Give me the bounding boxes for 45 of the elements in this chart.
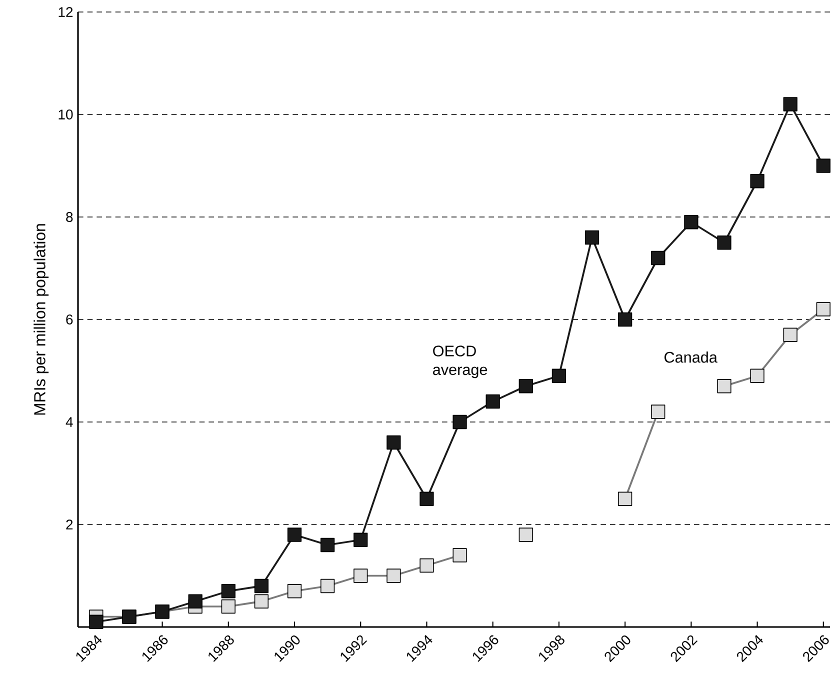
point bbox=[651, 404, 666, 419]
point bbox=[584, 230, 600, 245]
y-tick-label: 6 bbox=[66, 314, 73, 324]
point bbox=[816, 158, 830, 173]
point bbox=[89, 614, 104, 629]
point bbox=[783, 328, 798, 342]
point bbox=[452, 548, 467, 562]
point bbox=[750, 368, 764, 383]
point bbox=[684, 215, 698, 230]
point bbox=[518, 528, 533, 542]
point bbox=[717, 236, 732, 250]
series-label: OECD average bbox=[433, 346, 488, 378]
point bbox=[552, 368, 566, 383]
y-axis-title: MRIs per million population bbox=[34, 224, 49, 415]
point bbox=[816, 302, 830, 316]
point bbox=[717, 379, 732, 394]
point bbox=[254, 578, 269, 594]
point bbox=[750, 174, 764, 188]
point bbox=[221, 599, 236, 614]
y-tick-label: 8 bbox=[66, 212, 73, 222]
point bbox=[287, 584, 302, 598]
point bbox=[651, 250, 666, 266]
y-tick-label: 12 bbox=[58, 7, 73, 17]
point bbox=[188, 594, 202, 608]
point bbox=[452, 414, 467, 430]
point bbox=[618, 492, 632, 506]
y-tick-label: 2 bbox=[66, 520, 73, 530]
point bbox=[518, 379, 533, 394]
y-tick-label: 4 bbox=[66, 417, 73, 427]
point bbox=[386, 568, 401, 583]
point bbox=[254, 594, 269, 608]
point bbox=[320, 538, 335, 552]
point bbox=[354, 532, 368, 547]
point bbox=[354, 568, 368, 583]
point bbox=[783, 97, 798, 112]
point bbox=[420, 492, 434, 506]
point bbox=[486, 394, 500, 409]
point bbox=[420, 558, 434, 573]
point bbox=[386, 435, 401, 450]
point bbox=[320, 578, 335, 594]
series-label: Canada bbox=[664, 351, 718, 363]
point bbox=[221, 584, 236, 598]
point bbox=[618, 312, 632, 327]
point bbox=[287, 528, 302, 542]
y-tick-label: 10 bbox=[58, 110, 73, 120]
